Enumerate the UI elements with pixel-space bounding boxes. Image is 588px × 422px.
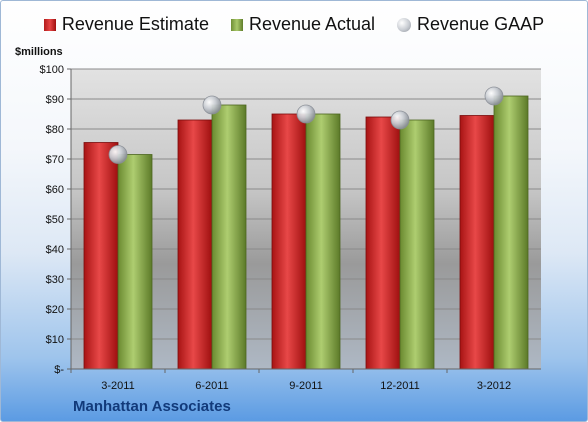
- gaap-markers: [108, 86, 504, 164]
- y-tick-label: $70: [46, 154, 64, 166]
- bars: [83, 95, 529, 370]
- y-tick-label: $30: [46, 274, 64, 286]
- legend-swatch-revenue-estimate: [43, 18, 56, 31]
- revenue-gaap-marker: [296, 104, 316, 124]
- y-tick-label: $-: [54, 364, 64, 376]
- legend-item-revenue-gaap: Revenue GAAP: [397, 14, 544, 35]
- revenue-gaap-marker: [390, 110, 410, 130]
- x-tick-label: 6-2011: [195, 380, 228, 392]
- legend-item-revenue-actual: Revenue Actual: [230, 14, 376, 35]
- legend-label-revenue-estimate: Revenue Estimate: [61, 14, 209, 34]
- revenue-actual-bar: [493, 95, 529, 370]
- y-axis-unit-label: $millions: [15, 46, 63, 58]
- revenue-estimate-bar: [177, 119, 213, 370]
- revenue-actual-bar: [305, 113, 341, 370]
- y-tick-label: $90: [46, 94, 64, 106]
- revenue-actual-bar: [211, 104, 247, 370]
- x-tick-label: 3-2011: [101, 380, 134, 392]
- revenue-gaap-marker: [484, 86, 504, 106]
- axes: $- $10 $20 $30 $40 $50 $60 $70 $80 $90 $100 3-2011 6…: [40, 64, 541, 392]
- legend-item-revenue-estimate: Revenue Estimate: [43, 14, 209, 35]
- revenue-estimate-bar: [83, 142, 119, 370]
- y-tick-label: $40: [46, 244, 64, 256]
- legend-label-revenue-gaap: Revenue GAAP: [417, 14, 545, 34]
- y-tick-label: $60: [46, 184, 64, 196]
- company-label: Manhattan Associates: [73, 398, 231, 415]
- y-tick-label: $100: [40, 64, 64, 76]
- legend-label-revenue-actual: Revenue Actual: [248, 14, 376, 34]
- revenue-gaap-marker: [108, 145, 128, 164]
- revenue-estimate-bar: [459, 115, 495, 370]
- y-tick-label: $20: [46, 304, 64, 316]
- y-tick-label: $10: [46, 334, 64, 346]
- revenue-gaap-marker: [202, 95, 222, 115]
- x-tick-label: 9-2011: [289, 380, 322, 392]
- legend-swatch-revenue-actual: [230, 18, 243, 31]
- y-tick-label: $80: [46, 124, 64, 136]
- y-tick-label: $50: [46, 214, 64, 226]
- revenue-actual-bar: [399, 119, 435, 370]
- legend: Revenue Estimate Revenue Actual Revenue …: [1, 14, 587, 35]
- revenue-actual-bar: [117, 154, 153, 370]
- revenue-estimate-bar: [365, 116, 401, 370]
- revenue-estimate-bar: [271, 113, 307, 370]
- legend-swatch-revenue-gaap: [397, 17, 412, 32]
- x-tick-label: 3-2012: [477, 380, 511, 392]
- x-tick-label: 12-2011: [380, 380, 420, 392]
